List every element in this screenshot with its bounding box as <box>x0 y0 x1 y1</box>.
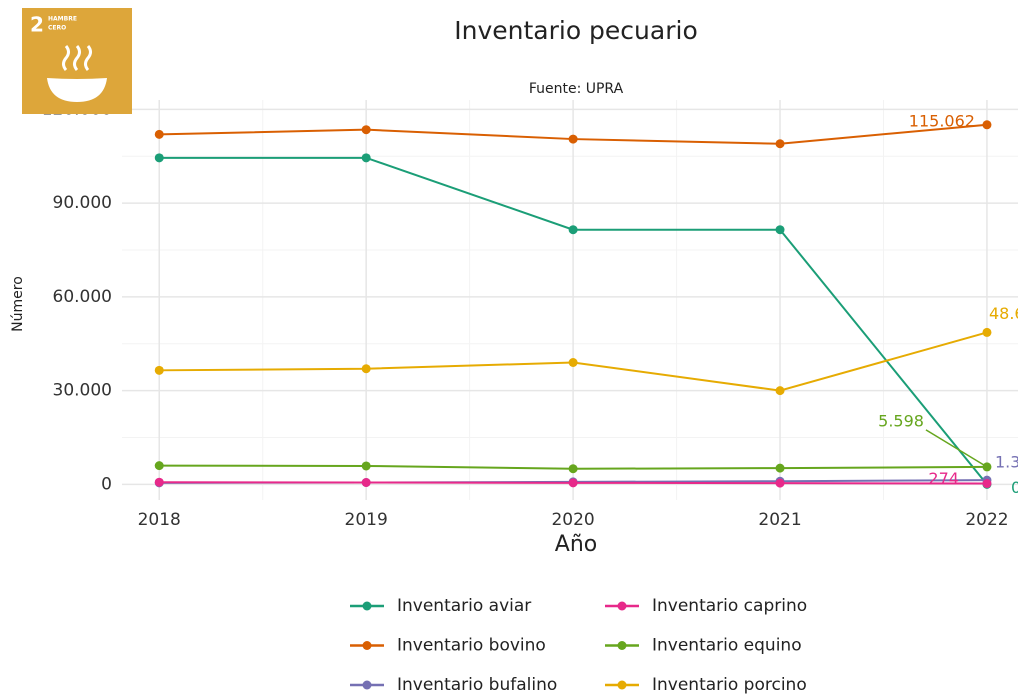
data-point <box>775 463 785 473</box>
data-label: 0 <box>1011 478 1018 497</box>
legend-label: Inventario porcino <box>652 675 807 695</box>
x-tick-label: 2021 <box>758 510 801 530</box>
legend-label: Inventario aviar <box>397 596 531 616</box>
data-point <box>568 464 578 474</box>
data-point <box>982 327 992 337</box>
data-point <box>154 365 164 375</box>
grid: 030.00060.00090.000120.00020182019202020… <box>42 99 1018 530</box>
data-label: 274 <box>928 469 959 488</box>
legend-swatch <box>362 680 372 690</box>
x-tick-label: 2022 <box>965 510 1008 530</box>
legend-label: Inventario bovino <box>397 636 546 656</box>
data-point <box>568 225 578 235</box>
data-point <box>361 153 371 163</box>
data-point <box>361 461 371 471</box>
chart-subtitle: Fuente: UPRA <box>529 81 624 97</box>
chart-title: Inventario pecuario <box>454 16 698 45</box>
legend: Inventario aviar Inventario bovino Inventa… <box>350 596 807 695</box>
legend-swatch <box>617 601 627 611</box>
data-point <box>775 225 785 235</box>
x-axis-label: Año <box>555 532 597 557</box>
legend-swatch <box>617 680 627 690</box>
data-point <box>154 129 164 139</box>
data-point <box>568 134 578 144</box>
legend-label: Inventario bufalino <box>397 675 557 695</box>
logo: 2 HAMBRE CERO <box>22 8 132 114</box>
data-label: 48.621 <box>989 304 1018 323</box>
logo-bowl <box>47 78 107 102</box>
logo-text: HAMBRE <box>48 16 77 23</box>
y-tick-label: 90.000 <box>53 193 112 213</box>
data-point <box>361 478 371 487</box>
data-point <box>361 364 371 374</box>
data-point <box>982 120 992 130</box>
data-point <box>982 479 992 489</box>
data-point <box>154 461 164 471</box>
data-point <box>775 386 785 396</box>
data-label: 1.359 <box>995 453 1018 472</box>
y-tick-label: 60.000 <box>53 287 112 307</box>
x-tick-label: 2020 <box>551 510 594 530</box>
legend-label: Inventario caprino <box>652 596 807 616</box>
data-point <box>361 125 371 135</box>
plot: 0 115.062 1.359 274 5.598 48.621 <box>154 111 1018 497</box>
logo-number: 2 <box>30 13 44 37</box>
data-point <box>568 478 578 488</box>
legend-label: Inventario equino <box>652 636 802 656</box>
x-tick-label: 2018 <box>138 510 181 530</box>
logo-text: CERO <box>48 25 66 32</box>
data-label: 5.598 <box>878 411 924 430</box>
legend-swatch <box>362 601 372 611</box>
data-label: 115.062 <box>909 111 975 130</box>
y-axis-label: Número <box>10 276 26 332</box>
data-point <box>775 478 785 488</box>
data-point <box>775 139 785 149</box>
y-tick-label: 30.000 <box>53 381 112 401</box>
label-leader <box>925 429 988 468</box>
x-tick-label: 2019 <box>345 510 388 530</box>
y-tick-label: 0 <box>101 474 112 494</box>
logo-steam <box>62 45 92 71</box>
legend-swatch <box>617 641 627 650</box>
legend-swatch <box>362 641 372 650</box>
data-point <box>154 153 164 163</box>
data-point <box>568 358 578 367</box>
data-point <box>154 477 164 487</box>
